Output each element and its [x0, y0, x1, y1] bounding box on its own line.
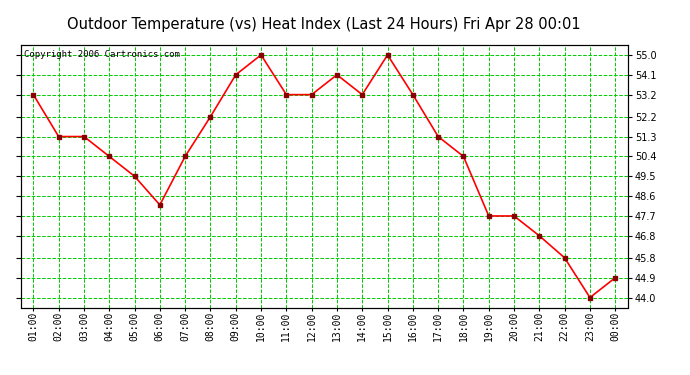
Text: Outdoor Temperature (vs) Heat Index (Last 24 Hours) Fri Apr 28 00:01: Outdoor Temperature (vs) Heat Index (Las… [68, 17, 581, 32]
Text: Copyright 2006 Cartronics.com: Copyright 2006 Cartronics.com [23, 50, 179, 59]
